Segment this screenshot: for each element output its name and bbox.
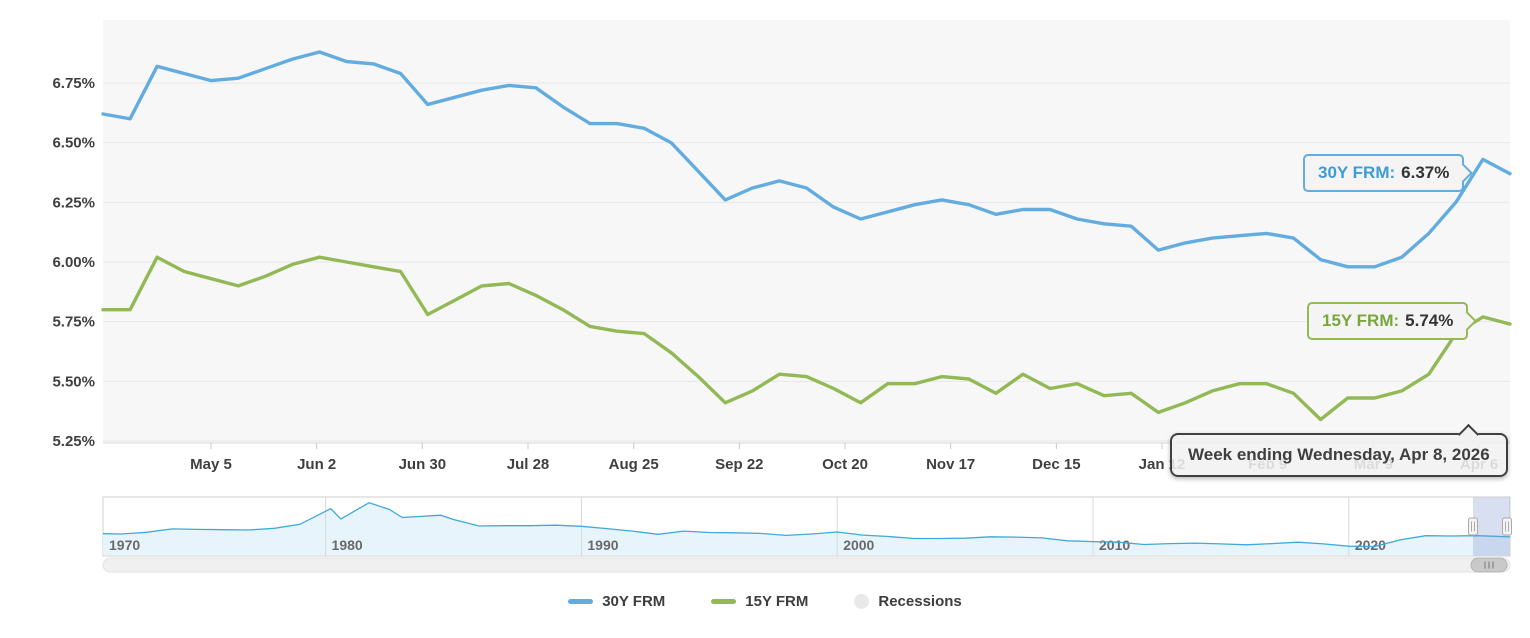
legend-swatch-30y-line-icon [568, 598, 594, 604]
series-label-value-30y: 6.37% [1401, 163, 1450, 182]
svg-text:6.25%: 6.25% [52, 194, 95, 211]
main-chart-svg: 6.75% 6.50% 6.25% 6.00% 5.75% 5.50% 5.25% May 5… [52, 20, 1512, 573]
svg-text:6.00%: 6.00% [52, 254, 95, 271]
svg-text:Sep 22: Sep 22 [715, 456, 763, 473]
series-label-name-30y: 30Y FRM: [1318, 163, 1396, 182]
svg-text:6.75%: 6.75% [52, 75, 95, 92]
date-tooltip: Week ending Wednesday, Apr 8, 2026 [1170, 423, 1508, 477]
svg-text:Aug 25: Aug 25 [609, 456, 659, 473]
svg-text:1990: 1990 [587, 537, 618, 553]
legend-swatch-15y-line-icon [711, 598, 737, 604]
svg-text:Dec 15: Dec 15 [1032, 456, 1080, 473]
series-line-15y-frm [101, 255, 1512, 422]
navigator-line [102, 501, 1511, 548]
svg-text:5.50%: 5.50% [52, 373, 95, 390]
legend-label-recessions: Recessions [878, 592, 962, 610]
scrollbar-track[interactable] [102, 557, 1511, 573]
svg-text:1970: 1970 [109, 537, 140, 553]
legend-label-30y: 30Y FRM [602, 592, 666, 610]
series-last-value-label-15y: 15Y FRM: 5.74% [1307, 302, 1478, 340]
navigator-handle-right[interactable] [1502, 517, 1512, 536]
svg-text:2000: 2000 [843, 537, 874, 553]
svg-text:1980: 1980 [332, 537, 363, 553]
tooltip-text: Week ending Wednesday, Apr 8, 2026 [1188, 445, 1490, 464]
plot-area[interactable] [103, 20, 1510, 443]
svg-text:May 5: May 5 [190, 456, 232, 473]
svg-text:Nov 17: Nov 17 [926, 456, 975, 473]
svg-text:2010: 2010 [1099, 537, 1130, 553]
svg-text:Jul 28: Jul 28 [507, 456, 550, 473]
series-label-value-15y: 5.74% [1405, 311, 1454, 330]
svg-text:5.25%: 5.25% [52, 433, 95, 450]
chart-legend: 30Y FRM 15Y FRM Recessions [0, 586, 1530, 616]
legend-item-15y-frm[interactable]: 15Y FRM [711, 593, 808, 610]
scrollbar-thumb[interactable] [1470, 557, 1508, 573]
legend-item-recessions[interactable]: Recessions [854, 592, 962, 610]
svg-text:6.50%: 6.50% [52, 135, 95, 152]
svg-text:2020: 2020 [1355, 537, 1386, 553]
svg-text:Jun 2: Jun 2 [297, 456, 336, 473]
legend-item-30y-frm[interactable]: 30Y FRM [568, 593, 665, 610]
svg-text:Oct 20: Oct 20 [822, 456, 868, 473]
navigator-area [103, 502, 1510, 555]
legend-label-15y: 15Y FRM [745, 592, 809, 610]
legend-swatch-recessions-circle-icon [854, 593, 870, 609]
series-line-30y-frm [101, 50, 1512, 269]
navigator-handle-left[interactable] [1468, 517, 1478, 536]
svg-text:Jun 30: Jun 30 [399, 456, 447, 473]
series-label-name-15y: 15Y FRM: [1322, 311, 1400, 330]
series-last-value-label-30y: 30Y FRM: 6.37% [1303, 154, 1474, 192]
svg-text:5.75%: 5.75% [52, 314, 95, 331]
navigator-axis: 1970 1980 1990 2000 2010 2020 [109, 497, 1386, 556]
